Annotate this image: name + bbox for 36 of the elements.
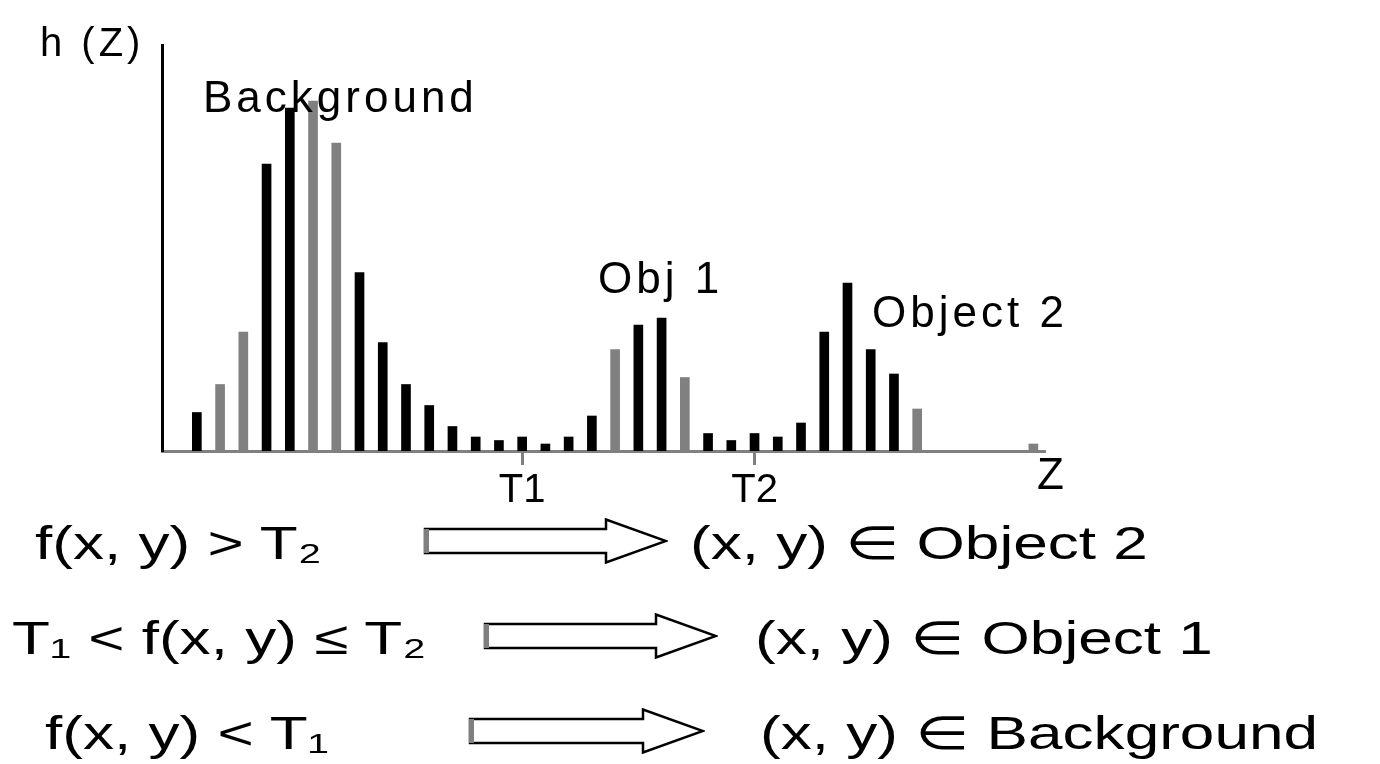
bar bbox=[377, 342, 388, 451]
bar bbox=[772, 436, 783, 451]
text: (x, y) ∈ Object 1 bbox=[755, 612, 1213, 664]
bar bbox=[517, 436, 527, 451]
bar bbox=[470, 436, 481, 451]
bar bbox=[494, 440, 504, 451]
bar bbox=[819, 331, 830, 451]
text: (x, y) ∈ Object 2 bbox=[690, 517, 1148, 569]
bar bbox=[703, 433, 713, 451]
text: f(x, y) < T₁ bbox=[45, 707, 329, 759]
bar bbox=[261, 163, 272, 451]
x-tick-label: T1 bbox=[498, 466, 546, 511]
bar bbox=[354, 272, 365, 451]
bar bbox=[726, 440, 737, 451]
bar bbox=[587, 415, 597, 451]
bar bbox=[401, 384, 411, 451]
annotation: Background bbox=[203, 72, 478, 121]
bar bbox=[633, 324, 644, 451]
bar bbox=[842, 282, 853, 451]
bar bbox=[424, 405, 435, 451]
bar bbox=[865, 349, 876, 451]
bar bbox=[889, 373, 899, 451]
bar bbox=[656, 317, 667, 451]
bar bbox=[563, 436, 574, 451]
y-axis-title: h (Z) bbox=[40, 20, 145, 64]
x-axis-title: Z bbox=[1037, 449, 1068, 498]
bar bbox=[192, 412, 202, 451]
bar bbox=[796, 422, 806, 451]
text: f(x, y) > T₂ bbox=[35, 517, 322, 569]
annotation: Obj 1 bbox=[598, 253, 724, 302]
text: T₁ < f(x, y) ≤ T₂ bbox=[12, 612, 427, 664]
bar bbox=[749, 433, 760, 451]
x-tick-label: T2 bbox=[731, 466, 778, 511]
bar bbox=[447, 426, 458, 451]
annotation: Object 2 bbox=[872, 287, 1068, 336]
text: (x, y) ∈ Background bbox=[760, 707, 1318, 759]
